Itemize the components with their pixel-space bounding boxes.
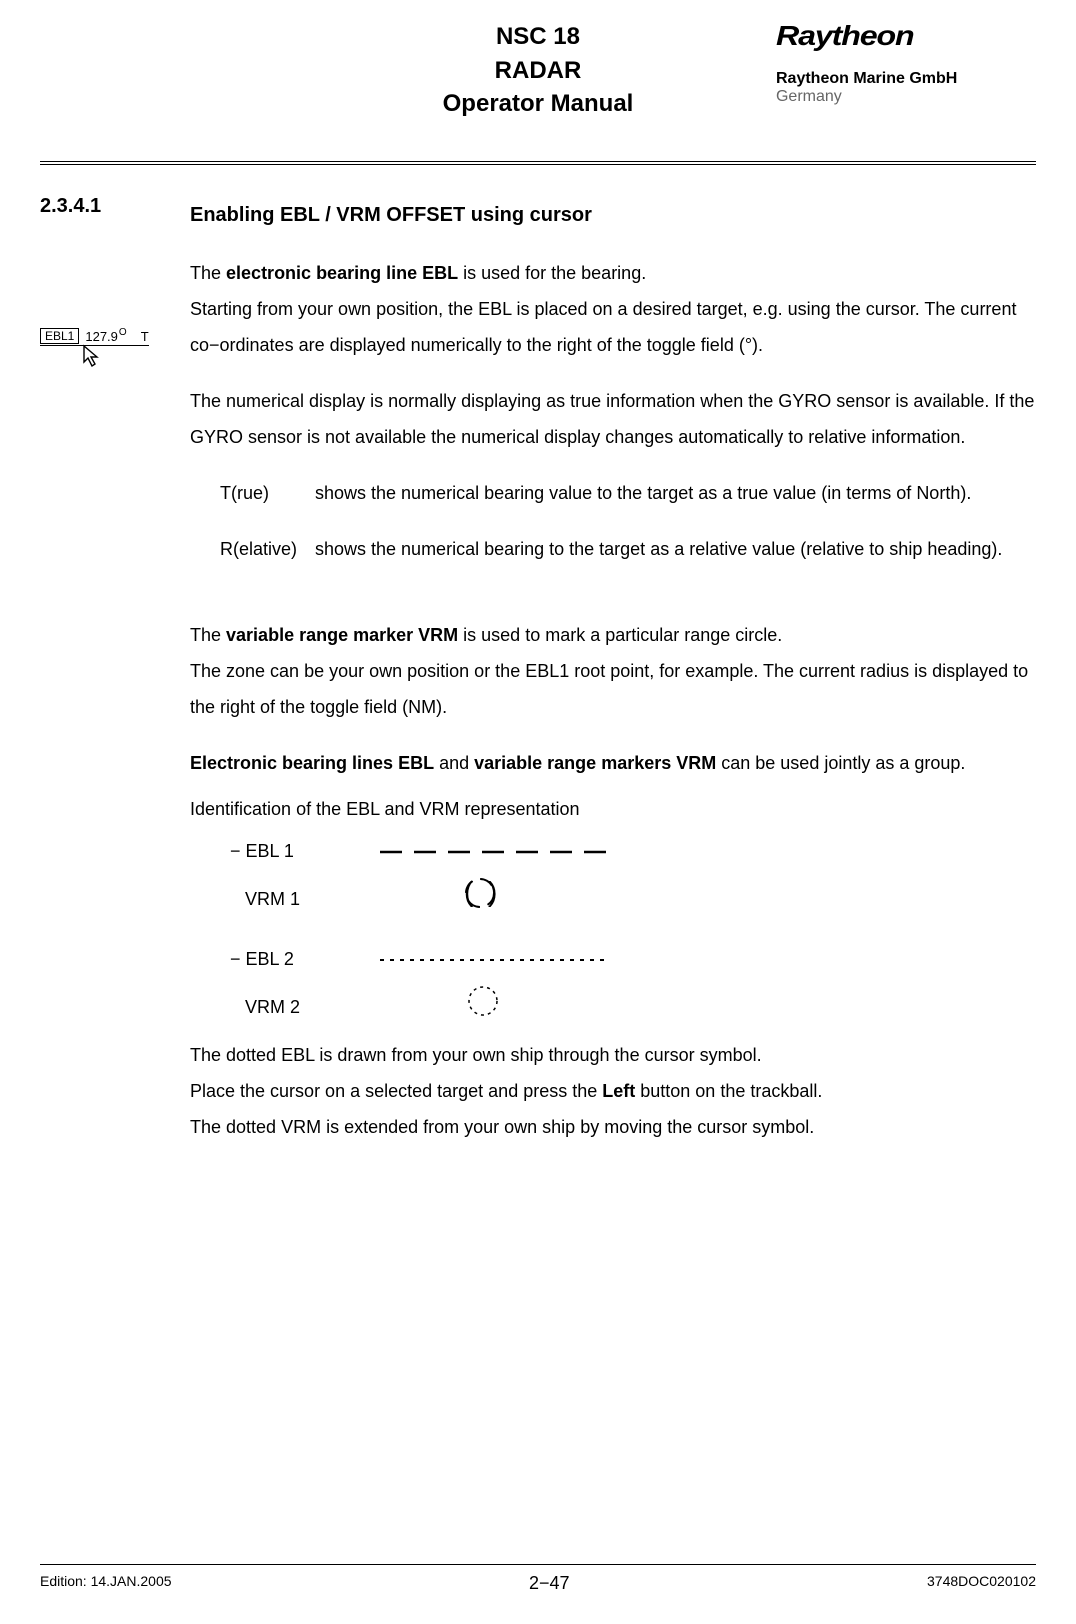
- paragraph-4: The variable range marker VRM is used to…: [190, 617, 1036, 725]
- ident-vrm2-label: VRM 2: [230, 989, 350, 1025]
- p4-text-c: is used to mark a particular range circl…: [458, 625, 782, 645]
- p6-text-a: Electronic bearing lines EBL: [190, 753, 434, 773]
- identification-block: − EBL 1 VRM 1 ( ) − EBL 2: [230, 833, 1036, 1031]
- footer-page-number: 2−47: [529, 1573, 570, 1594]
- p4-text-b: variable range marker VRM: [226, 625, 458, 645]
- main-text-column: Enabling EBL / VRM OFFSET using cursor T…: [190, 195, 1036, 1145]
- title-line-2: RADAR: [443, 54, 634, 88]
- doc-title: NSC 18 RADAR Operator Manual: [443, 20, 634, 121]
- paragraph-1: The electronic bearing line EBL is used …: [190, 255, 1036, 363]
- ebl-label-box: EBL1: [40, 328, 79, 344]
- title-line-3: Operator Manual: [443, 87, 634, 121]
- def-rel-term: R(elative): [220, 531, 315, 567]
- paragraph-6: Electronic bearing lines EBL and variabl…: [190, 745, 1036, 781]
- p1-text-a: The: [190, 263, 226, 283]
- paragraph-2: Starting from your own position, the EBL…: [190, 291, 1036, 363]
- ebl1-line-visual: [380, 833, 610, 869]
- footer-row: Edition: 14.JAN.2005 2−47 3748DOC020102: [40, 1573, 1036, 1594]
- p9-text-c: button on the trackball.: [635, 1081, 822, 1101]
- p9-text-b: Left: [602, 1081, 635, 1101]
- paragraph-8: The dotted EBL is drawn from your own sh…: [190, 1037, 1036, 1073]
- p1-text-b: electronic bearing line EBL: [226, 263, 458, 283]
- vrm2-circle-visual: [465, 983, 501, 1031]
- paragraph-7: Identification of the EBL and VRM repres…: [190, 791, 1036, 827]
- page-header: NSC 18 RADAR Operator Manual Raytheon Ra…: [40, 0, 1036, 121]
- left-margin-column: 2.3.4.1 EBL1 127.9 O T: [40, 195, 190, 1145]
- p6-text-c: variable range markers VRM: [474, 753, 716, 773]
- footer-edition: Edition: 14.JAN.2005: [40, 1573, 172, 1594]
- definition-true: T(rue) shows the numerical bearing value…: [220, 475, 1036, 511]
- ebl-readout-widget: EBL1 127.9 O T: [40, 328, 160, 371]
- footer-doc-id: 3748DOC020102: [927, 1573, 1036, 1594]
- ebl-value-unit: O: [119, 327, 127, 338]
- header-rule-2: [40, 164, 1036, 165]
- def-true-term: T(rue): [220, 475, 315, 511]
- ebl-value-number: 127.9: [85, 329, 118, 344]
- ident-ebl1-label: − EBL 1: [230, 833, 350, 869]
- footer-rule: [40, 1564, 1036, 1565]
- ident-ebl2-row: − EBL 2: [230, 941, 1036, 977]
- svg-text:(: (: [464, 876, 474, 907]
- ident-vrm2-row: VRM 2: [230, 983, 1036, 1031]
- def-true-body: shows the numerical bearing value to the…: [315, 475, 1036, 511]
- section-title: Enabling EBL / VRM OFFSET using cursor: [190, 195, 1036, 235]
- ident-vrm1-row: VRM 1 ( ): [230, 875, 1036, 923]
- ident-ebl1-row: − EBL 1: [230, 833, 1036, 869]
- brand-block: Raytheon Raytheon Marine GmbH Germany: [776, 20, 1036, 106]
- cursor-arrow-icon: [82, 344, 149, 371]
- p6-text-d: can be used jointly as a group.: [716, 753, 965, 773]
- paragraph-3: The numerical display is normally displa…: [190, 383, 1036, 455]
- content-area: 2.3.4.1 EBL1 127.9 O T Enab: [40, 195, 1036, 1145]
- def-rel-body: shows the numerical bearing to the targe…: [315, 531, 1036, 567]
- paragraph-9: Place the cursor on a selected target an…: [190, 1073, 1036, 1109]
- ebl-value: 127.9 O: [85, 329, 126, 344]
- title-line-1: NSC 18: [443, 20, 634, 54]
- p1-text-c: is used for the bearing.: [458, 263, 646, 283]
- paragraph-5: The zone can be your own position or the…: [190, 653, 1036, 725]
- ebl2-line-visual: [380, 941, 610, 977]
- header-rule-1: [40, 161, 1036, 162]
- ebl-suffix: T: [141, 329, 149, 344]
- section-number: 2.3.4.1: [40, 195, 190, 218]
- vrm1-circle-visual: ( ): [460, 875, 500, 923]
- page-footer: Edition: 14.JAN.2005 2−47 3748DOC020102: [40, 1564, 1036, 1594]
- brand-country: Germany: [776, 88, 1036, 106]
- p9-text-a: Place the cursor on a selected target an…: [190, 1081, 602, 1101]
- paragraph-10: The dotted VRM is extended from your own…: [190, 1109, 1036, 1145]
- definition-relative: R(elative) shows the numerical bearing t…: [220, 531, 1036, 567]
- ident-ebl2-label: − EBL 2: [230, 941, 350, 977]
- svg-text:): ): [488, 876, 497, 907]
- p4-text-a: The: [190, 625, 226, 645]
- ident-vrm1-label: VRM 1: [230, 881, 350, 917]
- brand-subsidiary: Raytheon Marine GmbH: [776, 70, 1036, 88]
- p6-text-b: and: [434, 753, 474, 773]
- brand-logo: Raytheon: [776, 20, 914, 52]
